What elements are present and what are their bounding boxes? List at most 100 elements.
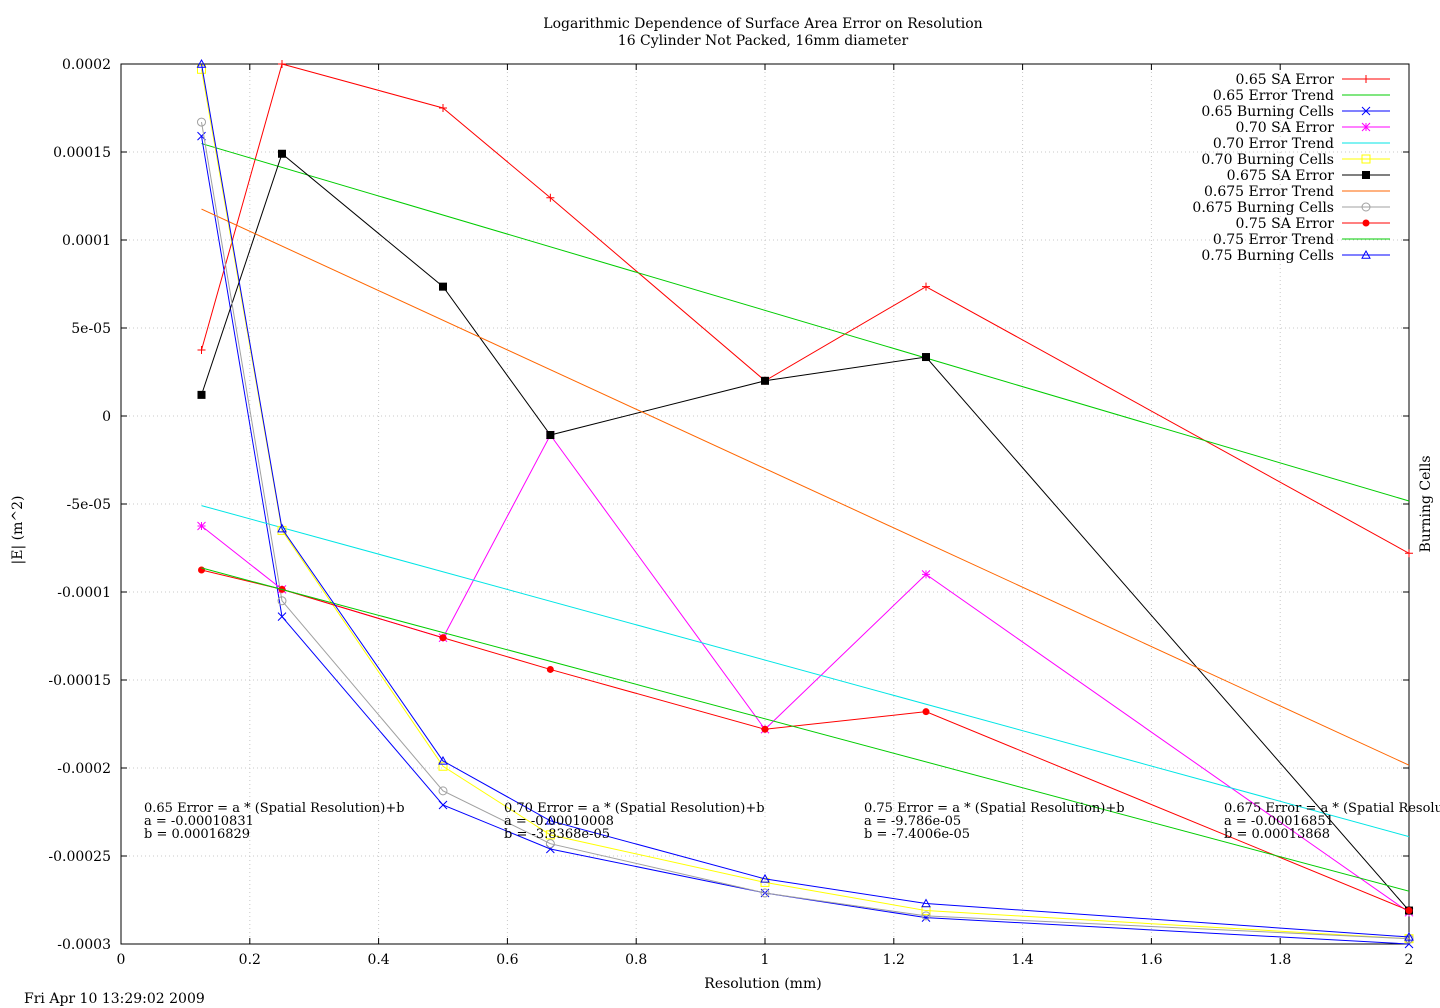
plus-marker <box>439 104 447 112</box>
series-line <box>201 505 1410 838</box>
y2-axis-label: Burning Cells <box>1418 455 1434 552</box>
legend-label: 0.70 Error Trend <box>1213 136 1334 152</box>
series-group <box>196 58 1414 949</box>
circle-marker <box>760 888 770 898</box>
star-marker <box>921 570 931 579</box>
circle-marker <box>198 566 205 574</box>
circle-marker <box>1404 934 1414 944</box>
series-10 <box>201 567 1410 892</box>
star-marker <box>197 521 206 531</box>
y-tick-label: -0.0003 <box>57 937 111 953</box>
x-tick-label: 1.6 <box>1140 952 1162 968</box>
legend-label: 0.675 SA Error <box>1227 168 1335 184</box>
x-tick-label: 1.4 <box>1011 952 1033 968</box>
series-7 <box>201 208 1410 766</box>
square-marker <box>197 390 206 399</box>
square-marker <box>1362 171 1370 179</box>
plus-marker <box>197 346 206 354</box>
series-line <box>201 143 1410 502</box>
series-4 <box>201 505 1410 838</box>
fit-annotation-line: a = -9.786e-05 <box>864 814 961 829</box>
fit-annotation-line: b = -3.8368e-05 <box>504 827 610 842</box>
triangle-marker <box>196 58 207 68</box>
legend-label: 0.70 SA Error <box>1236 120 1335 136</box>
chart-title: Logarithmic Dependence of Surface Area E… <box>543 16 982 32</box>
y-tick-label: -0.00015 <box>48 673 111 689</box>
cross-marker <box>1361 106 1371 116</box>
x-tick-label: 0.4 <box>367 952 389 968</box>
square-marker <box>922 353 930 362</box>
triangle-marker <box>1361 249 1371 259</box>
series-line <box>201 567 1410 892</box>
circle-marker <box>1361 202 1371 212</box>
fit-annotation-line: b = 0.00016829 <box>144 827 250 842</box>
x-tick-label: 1.2 <box>883 952 905 968</box>
fit-annotations: 0.65 Error = a * (Spatial Resolution)+b a… <box>144 801 1440 842</box>
y-tick-label: 5e-05 <box>71 321 111 337</box>
fit-annotation-line: 0.65 Error = a * (Spatial Resolution)+b <box>144 801 405 816</box>
triangle-marker <box>545 815 556 825</box>
x-tick-label: 1 <box>761 952 770 968</box>
y-tick-label: 0.0002 <box>62 57 111 73</box>
fit-annotation-line: 0.75 Error = a * (Spatial Resolution)+b <box>864 801 1125 816</box>
chart-subtitle: 16 Cylinder Not Packed, 16mm diameter <box>618 33 909 49</box>
plus-marker <box>1405 549 1413 558</box>
circle-marker <box>1405 907 1413 915</box>
series-line <box>201 121 1410 940</box>
x-tick-label: 0.2 <box>239 952 261 968</box>
grid <box>121 64 1409 944</box>
x-tick-label: 2 <box>1405 952 1414 968</box>
legend-label: 0.65 Burning Cells <box>1201 104 1334 120</box>
fit-annotation-line: a = -0.00016851 <box>1224 814 1334 829</box>
legend-label: 0.75 Burning Cells <box>1201 248 1334 264</box>
legend-label: 0.675 Burning Cells <box>1192 200 1334 216</box>
circle-marker <box>439 634 447 642</box>
fit-annotation-line: b = -7.4006e-05 <box>864 827 970 842</box>
legend-label: 0.75 Error Trend <box>1213 232 1334 248</box>
circle-marker <box>921 911 931 921</box>
plus-marker <box>922 282 930 291</box>
series-8 <box>197 117 1414 944</box>
series-1 <box>201 143 1410 502</box>
circle-marker <box>545 839 555 849</box>
circle-marker <box>438 786 448 796</box>
plus-marker <box>278 60 286 68</box>
x-axis-label: Resolution (mm) <box>704 976 821 992</box>
cross-marker <box>277 612 287 621</box>
legend-label: 0.70 Burning Cells <box>1201 152 1334 168</box>
circle-marker <box>1362 219 1370 227</box>
triangle-marker <box>1404 931 1414 941</box>
circle-marker <box>922 708 930 716</box>
fit-annotation-line: a = -0.00010008 <box>504 814 614 829</box>
series-line <box>201 63 1410 938</box>
square-marker <box>546 431 555 440</box>
legend-label: 0.675 Error Trend <box>1204 184 1334 200</box>
y-tick-label: -5e-05 <box>67 497 111 513</box>
series-6 <box>197 149 1413 915</box>
x-tick-label: 0.8 <box>625 952 647 968</box>
plus-marker <box>1362 75 1370 83</box>
y-tick-label: -0.0002 <box>57 761 111 777</box>
circle-marker <box>277 596 287 606</box>
star-marker <box>1361 122 1371 132</box>
x-tick-label: 0 <box>117 952 126 968</box>
legend-label: 0.65 SA Error <box>1236 72 1335 88</box>
y-tick-label: -0.0001 <box>57 585 111 601</box>
triangle-marker <box>438 755 448 765</box>
square-marker <box>439 282 447 291</box>
y-axis-label: |E| (m^2) <box>10 496 26 565</box>
y-tick-label: 0 <box>102 409 111 425</box>
triangle-marker <box>760 873 770 883</box>
square-marker <box>545 830 555 840</box>
plus-marker <box>546 193 555 202</box>
x-tick-label: 0.6 <box>496 952 518 968</box>
cross-marker <box>438 800 448 810</box>
circle-marker <box>546 665 554 673</box>
fit-annotation-line: 0.70 Error = a * (Spatial Resolution)+b <box>504 801 765 816</box>
legend-label: 0.75 SA Error <box>1236 216 1335 232</box>
fit-annotation-line: 0.675 Error = a * (Spatial Resolution)+b <box>1224 801 1440 816</box>
y-tick-label: 0.0001 <box>62 233 111 249</box>
y-tick-label: -0.00025 <box>48 849 111 865</box>
